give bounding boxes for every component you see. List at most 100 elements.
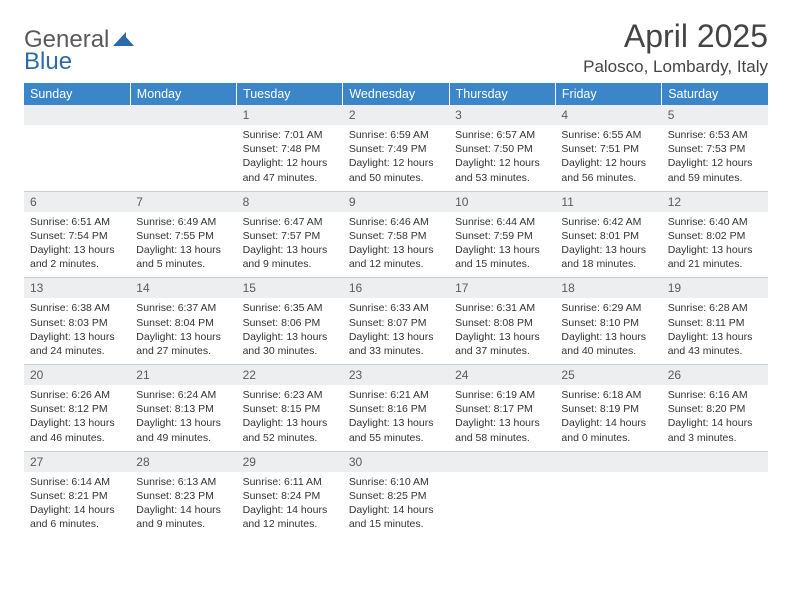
day-details: Sunrise: 6:28 AMSunset: 8:11 PMDaylight:…	[662, 298, 768, 364]
day-details: Sunrise: 6:24 AMSunset: 8:13 PMDaylight:…	[130, 385, 236, 451]
day-number-band: 20	[24, 364, 130, 385]
day-number-band: 19	[662, 277, 768, 298]
calendar-day-cell: 23Sunrise: 6:21 AMSunset: 8:16 PMDayligh…	[343, 364, 449, 451]
calendar-day-cell: 25Sunrise: 6:18 AMSunset: 8:19 PMDayligh…	[555, 364, 661, 451]
day-details: Sunrise: 6:31 AMSunset: 8:08 PMDaylight:…	[449, 298, 555, 364]
day-number-band: 5	[662, 105, 768, 125]
calendar-empty-cell	[24, 105, 130, 191]
day-number-band: 4	[555, 105, 661, 125]
calendar-day-cell: 30Sunrise: 6:10 AMSunset: 8:25 PMDayligh…	[343, 451, 449, 538]
logo-text-blue: Blue	[24, 48, 72, 76]
day-details: Sunrise: 6:59 AMSunset: 7:49 PMDaylight:…	[343, 125, 449, 191]
calendar-day-cell: 18Sunrise: 6:29 AMSunset: 8:10 PMDayligh…	[555, 277, 661, 364]
weekday-header: Sunday	[24, 83, 130, 105]
day-number-band: 24	[449, 364, 555, 385]
day-details: Sunrise: 6:16 AMSunset: 8:20 PMDaylight:…	[662, 385, 768, 451]
day-number-band: 28	[130, 451, 236, 472]
day-details: Sunrise: 6:47 AMSunset: 7:57 PMDaylight:…	[237, 212, 343, 278]
calendar-day-cell: 21Sunrise: 6:24 AMSunset: 8:13 PMDayligh…	[130, 364, 236, 451]
calendar-day-cell: 13Sunrise: 6:38 AMSunset: 8:03 PMDayligh…	[24, 277, 130, 364]
title-block: April 2025 Palosco, Lombardy, Italy	[583, 18, 768, 77]
day-number-band: 22	[237, 364, 343, 385]
calendar-table: SundayMondayTuesdayWednesdayThursdayFrid…	[24, 83, 768, 537]
day-number-band: 29	[237, 451, 343, 472]
day-number-band: 13	[24, 277, 130, 298]
day-number-band	[662, 451, 768, 472]
day-details: Sunrise: 6:44 AMSunset: 7:59 PMDaylight:…	[449, 212, 555, 278]
weekday-header: Friday	[555, 83, 661, 105]
calendar-day-cell: 19Sunrise: 6:28 AMSunset: 8:11 PMDayligh…	[662, 277, 768, 364]
month-title: April 2025	[583, 18, 768, 55]
calendar-day-cell: 14Sunrise: 6:37 AMSunset: 8:04 PMDayligh…	[130, 277, 236, 364]
day-number-band: 2	[343, 105, 449, 125]
day-details: Sunrise: 6:55 AMSunset: 7:51 PMDaylight:…	[555, 125, 661, 191]
day-details: Sunrise: 7:01 AMSunset: 7:48 PMDaylight:…	[237, 125, 343, 191]
day-details: Sunrise: 6:38 AMSunset: 8:03 PMDaylight:…	[24, 298, 130, 364]
weekday-header: Thursday	[449, 83, 555, 105]
day-details: Sunrise: 6:46 AMSunset: 7:58 PMDaylight:…	[343, 212, 449, 278]
calendar-day-cell: 7Sunrise: 6:49 AMSunset: 7:55 PMDaylight…	[130, 191, 236, 278]
calendar-day-cell: 11Sunrise: 6:42 AMSunset: 8:01 PMDayligh…	[555, 191, 661, 278]
day-number-band: 7	[130, 191, 236, 212]
calendar-row: 20Sunrise: 6:26 AMSunset: 8:12 PMDayligh…	[24, 364, 768, 451]
calendar-day-cell: 17Sunrise: 6:31 AMSunset: 8:08 PMDayligh…	[449, 277, 555, 364]
calendar-day-cell: 24Sunrise: 6:19 AMSunset: 8:17 PMDayligh…	[449, 364, 555, 451]
day-number-band: 30	[343, 451, 449, 472]
day-details: Sunrise: 6:14 AMSunset: 8:21 PMDaylight:…	[24, 472, 130, 538]
calendar-day-cell: 6Sunrise: 6:51 AMSunset: 7:54 PMDaylight…	[24, 191, 130, 278]
calendar-day-cell: 9Sunrise: 6:46 AMSunset: 7:58 PMDaylight…	[343, 191, 449, 278]
day-number-band	[130, 105, 236, 125]
day-details: Sunrise: 6:33 AMSunset: 8:07 PMDaylight:…	[343, 298, 449, 364]
calendar-day-cell: 26Sunrise: 6:16 AMSunset: 8:20 PMDayligh…	[662, 364, 768, 451]
calendar-row: 27Sunrise: 6:14 AMSunset: 8:21 PMDayligh…	[24, 451, 768, 538]
calendar-empty-cell	[555, 451, 661, 538]
weekday-header: Tuesday	[237, 83, 343, 105]
calendar-header: SundayMondayTuesdayWednesdayThursdayFrid…	[24, 83, 768, 105]
calendar-row: 13Sunrise: 6:38 AMSunset: 8:03 PMDayligh…	[24, 277, 768, 364]
day-number-band: 1	[237, 105, 343, 125]
day-details: Sunrise: 6:49 AMSunset: 7:55 PMDaylight:…	[130, 212, 236, 278]
calendar-day-cell: 2Sunrise: 6:59 AMSunset: 7:49 PMDaylight…	[343, 105, 449, 191]
header-row: General April 2025 Palosco, Lombardy, It…	[24, 18, 768, 77]
day-number-band: 16	[343, 277, 449, 298]
day-details: Sunrise: 6:40 AMSunset: 8:02 PMDaylight:…	[662, 212, 768, 278]
calendar-day-cell: 1Sunrise: 7:01 AMSunset: 7:48 PMDaylight…	[237, 105, 343, 191]
calendar-day-cell: 3Sunrise: 6:57 AMSunset: 7:50 PMDaylight…	[449, 105, 555, 191]
day-number-band: 10	[449, 191, 555, 212]
calendar-day-cell: 5Sunrise: 6:53 AMSunset: 7:53 PMDaylight…	[662, 105, 768, 191]
logo-triangle-icon	[113, 26, 135, 54]
day-details: Sunrise: 6:19 AMSunset: 8:17 PMDaylight:…	[449, 385, 555, 451]
weekday-header: Wednesday	[343, 83, 449, 105]
day-number-band	[555, 451, 661, 472]
day-number-band: 3	[449, 105, 555, 125]
calendar-day-cell: 10Sunrise: 6:44 AMSunset: 7:59 PMDayligh…	[449, 191, 555, 278]
day-number-band: 11	[555, 191, 661, 212]
calendar-day-cell: 22Sunrise: 6:23 AMSunset: 8:15 PMDayligh…	[237, 364, 343, 451]
day-details: Sunrise: 6:21 AMSunset: 8:16 PMDaylight:…	[343, 385, 449, 451]
calendar-row: 6Sunrise: 6:51 AMSunset: 7:54 PMDaylight…	[24, 191, 768, 278]
day-number-band: 6	[24, 191, 130, 212]
day-number-band: 14	[130, 277, 236, 298]
calendar-day-cell: 28Sunrise: 6:13 AMSunset: 8:23 PMDayligh…	[130, 451, 236, 538]
day-details: Sunrise: 6:53 AMSunset: 7:53 PMDaylight:…	[662, 125, 768, 191]
calendar-body: 1Sunrise: 7:01 AMSunset: 7:48 PMDaylight…	[24, 105, 768, 537]
day-number-band: 27	[24, 451, 130, 472]
day-details: Sunrise: 6:42 AMSunset: 8:01 PMDaylight:…	[555, 212, 661, 278]
day-details: Sunrise: 6:51 AMSunset: 7:54 PMDaylight:…	[24, 212, 130, 278]
day-details: Sunrise: 6:37 AMSunset: 8:04 PMDaylight:…	[130, 298, 236, 364]
calendar-empty-cell	[449, 451, 555, 538]
day-details: Sunrise: 6:18 AMSunset: 8:19 PMDaylight:…	[555, 385, 661, 451]
day-details: Sunrise: 6:11 AMSunset: 8:24 PMDaylight:…	[237, 472, 343, 538]
day-details: Sunrise: 6:13 AMSunset: 8:23 PMDaylight:…	[130, 472, 236, 538]
day-details: Sunrise: 6:10 AMSunset: 8:25 PMDaylight:…	[343, 472, 449, 538]
day-details: Sunrise: 6:35 AMSunset: 8:06 PMDaylight:…	[237, 298, 343, 364]
day-details: Sunrise: 6:29 AMSunset: 8:10 PMDaylight:…	[555, 298, 661, 364]
calendar-day-cell: 8Sunrise: 6:47 AMSunset: 7:57 PMDaylight…	[237, 191, 343, 278]
calendar-day-cell: 4Sunrise: 6:55 AMSunset: 7:51 PMDaylight…	[555, 105, 661, 191]
day-number-band: 23	[343, 364, 449, 385]
day-number-band: 26	[662, 364, 768, 385]
day-number-band: 9	[343, 191, 449, 212]
day-details: Sunrise: 6:23 AMSunset: 8:15 PMDaylight:…	[237, 385, 343, 451]
day-number-band: 12	[662, 191, 768, 212]
day-details: Sunrise: 6:57 AMSunset: 7:50 PMDaylight:…	[449, 125, 555, 191]
